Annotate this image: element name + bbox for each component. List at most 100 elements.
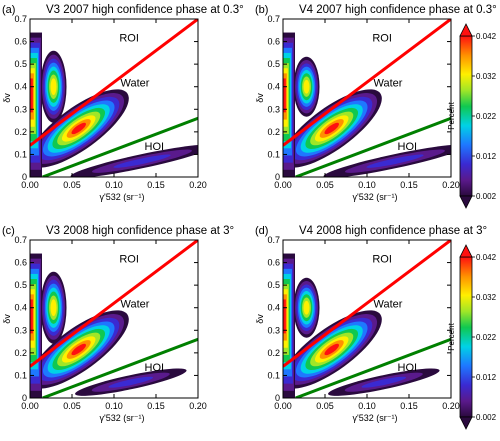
colorbar-tick-label: 0.002 [476, 413, 497, 422]
y-tick-label: 0.1 [267, 149, 280, 159]
colorbar: 0.042 0.032 0.022 0.012 0.002 Percent [447, 23, 497, 209]
region-label-roi: ROI [372, 254, 392, 266]
x-axis-label: γ'532 (sr⁻¹) [100, 192, 145, 202]
density-contour [71, 343, 86, 356]
y-tick-label: 0.4 [267, 82, 280, 92]
colorbar-tick-label: 0.032 [476, 293, 497, 302]
panel-1: (a) V3 2007 high confidence phase at 0.3°… [2, 4, 244, 202]
colorbar-scale [459, 35, 473, 197]
region-label-water: Water [121, 78, 150, 90]
x-tick-label: 0.15 [400, 180, 418, 190]
panel-title: V4 2007 high confidence phase at 0.3° [299, 4, 497, 16]
y-tick-label: 0.3 [14, 104, 27, 114]
x-tick-label: 0.10 [105, 180, 123, 190]
panel-label: (c) [2, 225, 15, 237]
x-tick-label: 0.20 [442, 180, 460, 190]
x-tick-label: 0.00 [21, 401, 39, 411]
y-tick-label: 0.1 [14, 149, 27, 159]
panel-title: V3 2008 high confidence phase at 3° [46, 225, 234, 237]
green-threshold-line [295, 116, 451, 177]
colorbar-arrow-bottom [459, 416, 473, 430]
y-tick-label: 0.4 [14, 82, 27, 92]
region-label-hoi: HOI [145, 141, 165, 153]
region-label-water: Water [374, 299, 403, 311]
x-tick-label: 0.05 [63, 401, 81, 411]
x-tick-label: 0.05 [316, 401, 334, 411]
colorbar-label: Percent [447, 322, 456, 350]
x-tick-label: 0.20 [189, 180, 207, 190]
red-threshold-line [30, 240, 198, 368]
panel-label: (d) [255, 225, 268, 237]
panel-title: V3 2007 high confidence phase at 0.3° [46, 4, 244, 16]
density-tail [113, 154, 171, 168]
x-tick-label: 0.05 [316, 180, 334, 190]
density-contour [324, 343, 339, 356]
panel-label: (a) [2, 4, 15, 16]
y-tick-label: 0.3 [14, 325, 27, 335]
y-axis-label: δv [2, 93, 12, 103]
panel-2: (b) V4 2007 high confidence phase at 0.3°… [255, 4, 497, 209]
colorbar: 0.042 0.032 0.022 0.012 0.002 Percent [447, 244, 497, 430]
panel-label: (b) [255, 4, 268, 16]
y-axis-label: δv [2, 314, 12, 324]
x-axis-label: γ'532 (sr⁻¹) [100, 413, 145, 423]
y-tick-label: 0.5 [267, 59, 280, 69]
colorbar-tick-label: 0.022 [476, 333, 497, 342]
y-tick-label: 0.7 [14, 235, 27, 245]
y-tick-label: 0.4 [14, 303, 27, 313]
colorbar-label: Percent [447, 101, 456, 129]
x-tick-label: 0.00 [274, 401, 292, 411]
y-tick-label: 0.2 [14, 127, 27, 137]
density-lobe [303, 300, 310, 315]
y-tick-label: 0 [22, 172, 27, 182]
y-tick-label: 0 [275, 393, 280, 403]
density-strip [30, 78, 33, 113]
red-threshold-line [30, 19, 198, 147]
colorbar-tick-label: 0.002 [476, 192, 497, 201]
x-tick-label: 0.15 [400, 401, 418, 411]
colorbar-tick-label: 0.012 [476, 152, 497, 161]
region-label-hoi: HOI [145, 362, 165, 374]
y-tick-label: 0 [22, 393, 27, 403]
colorbar-arrow-bottom [459, 195, 473, 209]
x-tick-label: 0.20 [442, 401, 460, 411]
y-tick-label: 0.2 [267, 348, 280, 358]
y-tick-label: 0.4 [267, 303, 280, 313]
colorbar-tick-label: 0.042 [476, 253, 497, 262]
colorbar-scale [459, 256, 473, 418]
region-label-water: Water [374, 78, 403, 90]
y-tick-label: 0.1 [14, 370, 27, 380]
density-field [283, 19, 451, 177]
panel-title: V4 2008 high confidence phase at 3° [299, 225, 487, 237]
red-threshold-line [283, 240, 451, 368]
x-axis-label: γ'532 (sr⁻¹) [353, 413, 398, 423]
x-tick-label: 0.00 [21, 180, 39, 190]
x-tick-label: 0.10 [358, 401, 376, 411]
y-tick-label: 0.5 [267, 280, 280, 290]
panel-3: (c) V3 2008 high confidence phase at 3°00… [2, 225, 234, 423]
density-tail [366, 154, 424, 168]
density-field [30, 240, 198, 398]
density-contour [324, 122, 339, 135]
green-threshold-line [295, 337, 451, 398]
density-tail [361, 376, 407, 388]
y-tick-label: 0.5 [14, 59, 27, 69]
y-tick-label: 0 [275, 172, 280, 182]
density-field [30, 19, 198, 177]
green-threshold-line [42, 116, 198, 177]
y-tick-label: 0.6 [14, 37, 27, 47]
density-tail [108, 376, 154, 388]
x-tick-label: 0.10 [358, 180, 376, 190]
colorbar-arrow-top [459, 244, 473, 258]
region-label-hoi: HOI [398, 362, 418, 374]
y-tick-label: 0.6 [267, 37, 280, 47]
y-axis-label: δv [255, 93, 265, 103]
x-tick-label: 0.15 [147, 401, 165, 411]
x-tick-label: 0.00 [274, 180, 292, 190]
panel-4: (d) V4 2008 high confidence phase at 3°00… [255, 225, 497, 430]
density-strip [283, 299, 286, 334]
colorbar-tick-label: 0.032 [476, 72, 497, 81]
y-tick-label: 0.6 [267, 258, 280, 268]
density-lobe [303, 79, 310, 94]
